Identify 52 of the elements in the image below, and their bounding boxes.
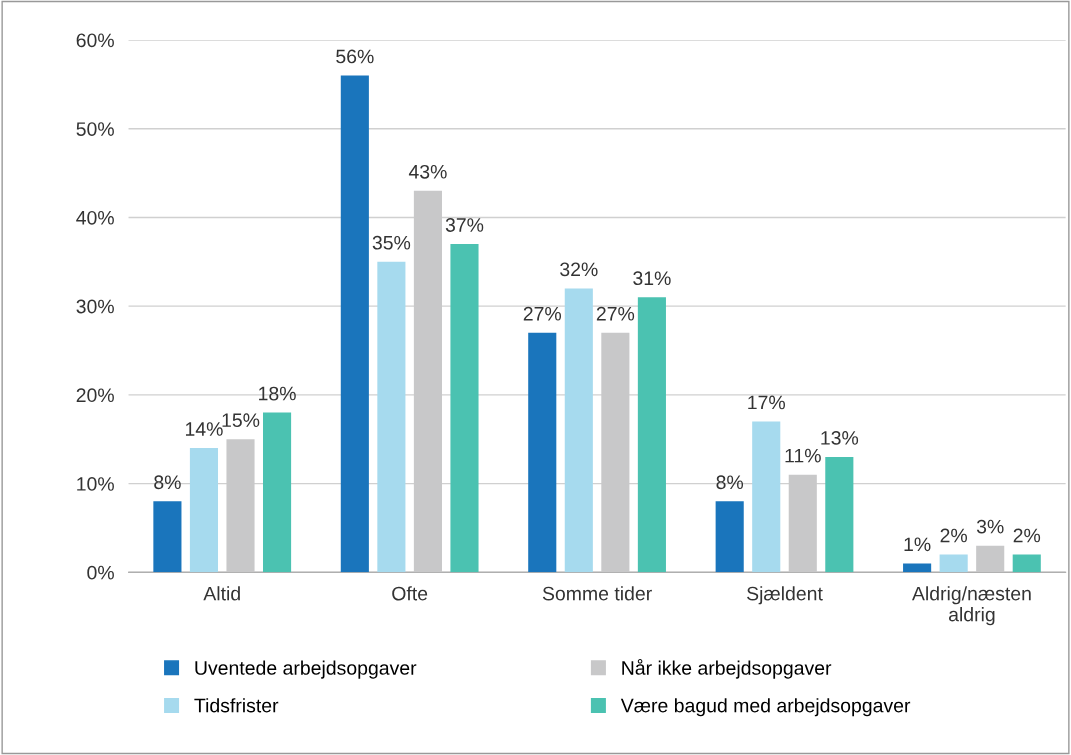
- data-label: 27%: [596, 306, 635, 321]
- y-tick-label: 40%: [76, 210, 114, 225]
- data-label: 1%: [904, 537, 931, 552]
- data-label: 35%: [372, 235, 411, 250]
- legend-label: Uventede arbejdsopgaver: [195, 660, 417, 679]
- data-label: 2%: [1013, 528, 1041, 543]
- bar: [153, 501, 182, 573]
- data-label: 27%: [523, 306, 562, 321]
- bar: [1012, 554, 1041, 573]
- data-label: 56%: [336, 49, 374, 64]
- bar: [976, 545, 1005, 573]
- bar: [637, 297, 666, 573]
- legend-label: Når ikke arbejdsopgaver: [622, 658, 832, 679]
- data-label: 8%: [716, 475, 744, 490]
- data-label: 11%: [785, 448, 821, 463]
- y-tick-label: 0%: [87, 565, 114, 580]
- data-label: 18%: [259, 386, 296, 401]
- y-tick-label: 20%: [76, 388, 114, 403]
- x-tick-label: Altid: [203, 586, 240, 601]
- y-tick-label: 60%: [76, 33, 114, 48]
- data-label: 13%: [821, 431, 859, 445]
- data-label: 8%: [154, 475, 181, 490]
- bar: [903, 563, 932, 573]
- bar: [939, 554, 968, 573]
- data-label: 37%: [445, 218, 484, 232]
- x-tick-label: Ofte: [392, 586, 428, 601]
- bar: [825, 456, 854, 573]
- bar: [528, 332, 557, 573]
- x-tick-label: Sjældent: [747, 586, 823, 605]
- data-label: 31%: [633, 271, 671, 286]
- data-label: 43%: [408, 164, 447, 179]
- bar: [715, 501, 744, 573]
- data-label: 14%: [185, 422, 223, 436]
- data-label: 3%: [976, 519, 1004, 534]
- data-label: 32%: [560, 262, 598, 277]
- legend-label: Være bagud med arbejdsopgaver: [620, 698, 911, 717]
- bar: [340, 75, 369, 573]
- bar: [377, 261, 406, 573]
- bar: [752, 421, 781, 573]
- x-tick-label: Somme tider: [542, 586, 652, 601]
- legend-label: Tidsfrister: [194, 698, 279, 713]
- bar: [263, 412, 292, 573]
- x-tick-label: Aldrig/næsten aldrig: [911, 586, 1031, 626]
- bar: [564, 288, 593, 573]
- y-tick-label: 30%: [76, 299, 114, 314]
- y-tick-label: 10%: [77, 477, 114, 491]
- bar: [189, 448, 219, 573]
- data-label: 17%: [748, 395, 785, 410]
- data-label: 2%: [940, 528, 968, 543]
- data-label: 15%: [222, 413, 260, 428]
- y-tick-label: 50%: [76, 122, 114, 136]
- bar: [450, 244, 479, 573]
